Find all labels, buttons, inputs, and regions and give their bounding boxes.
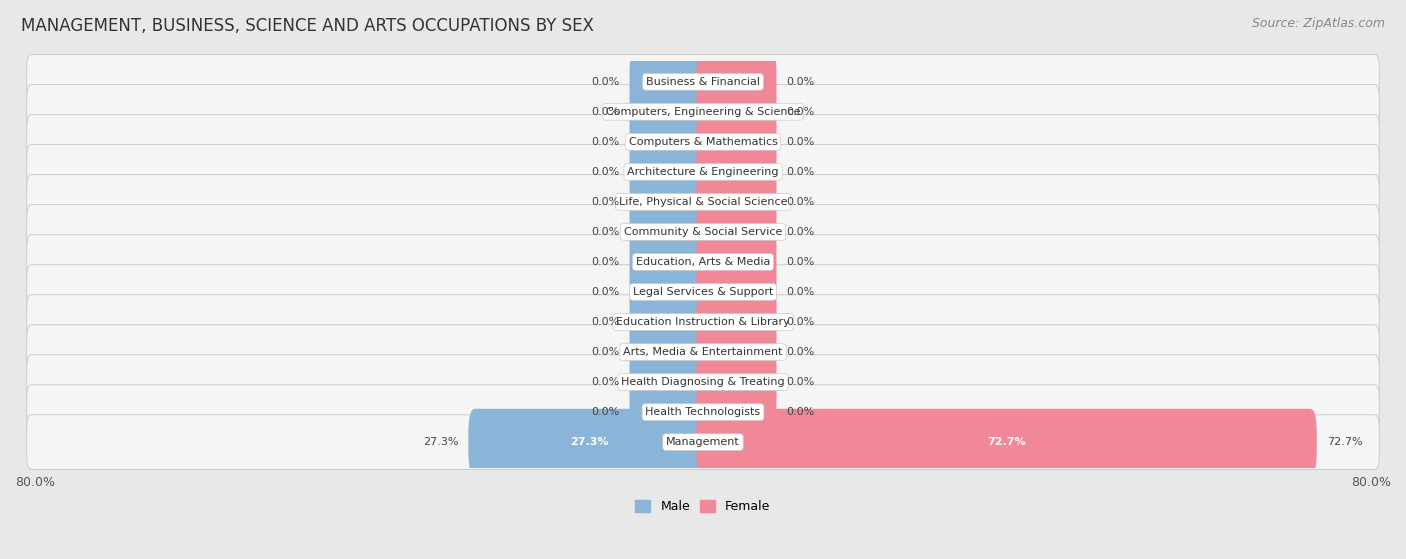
- FancyBboxPatch shape: [27, 54, 1379, 109]
- FancyBboxPatch shape: [630, 259, 710, 325]
- FancyBboxPatch shape: [630, 78, 710, 145]
- Text: 0.0%: 0.0%: [592, 137, 620, 147]
- FancyBboxPatch shape: [696, 379, 776, 446]
- Text: 0.0%: 0.0%: [592, 167, 620, 177]
- Text: Health Technologists: Health Technologists: [645, 407, 761, 417]
- Text: 0.0%: 0.0%: [786, 107, 814, 117]
- FancyBboxPatch shape: [630, 139, 710, 205]
- Text: 0.0%: 0.0%: [592, 317, 620, 327]
- FancyBboxPatch shape: [630, 108, 710, 175]
- Text: Education, Arts & Media: Education, Arts & Media: [636, 257, 770, 267]
- Text: Computers & Mathematics: Computers & Mathematics: [628, 137, 778, 147]
- Text: 27.3%: 27.3%: [569, 437, 609, 447]
- FancyBboxPatch shape: [630, 229, 710, 295]
- Text: 0.0%: 0.0%: [592, 407, 620, 417]
- FancyBboxPatch shape: [630, 379, 710, 446]
- Text: 0.0%: 0.0%: [786, 287, 814, 297]
- Text: 0.0%: 0.0%: [592, 347, 620, 357]
- Text: 0.0%: 0.0%: [592, 377, 620, 387]
- Text: 0.0%: 0.0%: [786, 347, 814, 357]
- Text: 0.0%: 0.0%: [592, 287, 620, 297]
- FancyBboxPatch shape: [27, 325, 1379, 380]
- Text: Life, Physical & Social Science: Life, Physical & Social Science: [619, 197, 787, 207]
- Text: 0.0%: 0.0%: [786, 137, 814, 147]
- Text: Management: Management: [666, 437, 740, 447]
- FancyBboxPatch shape: [630, 288, 710, 356]
- Text: Business & Financial: Business & Financial: [645, 77, 761, 87]
- FancyBboxPatch shape: [27, 84, 1379, 139]
- FancyBboxPatch shape: [630, 198, 710, 266]
- Text: MANAGEMENT, BUSINESS, SCIENCE AND ARTS OCCUPATIONS BY SEX: MANAGEMENT, BUSINESS, SCIENCE AND ARTS O…: [21, 17, 593, 35]
- FancyBboxPatch shape: [696, 349, 776, 415]
- Text: 0.0%: 0.0%: [592, 257, 620, 267]
- FancyBboxPatch shape: [27, 385, 1379, 439]
- Text: Arts, Media & Entertainment: Arts, Media & Entertainment: [623, 347, 783, 357]
- FancyBboxPatch shape: [27, 355, 1379, 409]
- Text: Architecture & Engineering: Architecture & Engineering: [627, 167, 779, 177]
- Text: 0.0%: 0.0%: [786, 257, 814, 267]
- FancyBboxPatch shape: [630, 349, 710, 415]
- FancyBboxPatch shape: [27, 295, 1379, 349]
- FancyBboxPatch shape: [696, 288, 776, 356]
- FancyBboxPatch shape: [696, 108, 776, 175]
- FancyBboxPatch shape: [696, 198, 776, 266]
- Text: 0.0%: 0.0%: [786, 197, 814, 207]
- Text: Computers, Engineering & Science: Computers, Engineering & Science: [606, 107, 800, 117]
- Legend: Male, Female: Male, Female: [630, 495, 776, 518]
- FancyBboxPatch shape: [27, 205, 1379, 259]
- FancyBboxPatch shape: [27, 264, 1379, 319]
- Text: 0.0%: 0.0%: [786, 407, 814, 417]
- FancyBboxPatch shape: [630, 319, 710, 385]
- FancyBboxPatch shape: [696, 78, 776, 145]
- Text: Health Diagnosing & Treating: Health Diagnosing & Treating: [621, 377, 785, 387]
- Text: 0.0%: 0.0%: [786, 77, 814, 87]
- FancyBboxPatch shape: [696, 49, 776, 115]
- Text: Source: ZipAtlas.com: Source: ZipAtlas.com: [1251, 17, 1385, 30]
- FancyBboxPatch shape: [696, 169, 776, 235]
- Text: 0.0%: 0.0%: [592, 107, 620, 117]
- FancyBboxPatch shape: [630, 169, 710, 235]
- FancyBboxPatch shape: [27, 174, 1379, 229]
- Text: 0.0%: 0.0%: [592, 197, 620, 207]
- FancyBboxPatch shape: [630, 49, 710, 115]
- Text: Legal Services & Support: Legal Services & Support: [633, 287, 773, 297]
- Text: 0.0%: 0.0%: [786, 227, 814, 237]
- Text: 0.0%: 0.0%: [592, 77, 620, 87]
- FancyBboxPatch shape: [696, 139, 776, 205]
- Text: Community & Social Service: Community & Social Service: [624, 227, 782, 237]
- Text: 27.3%: 27.3%: [423, 437, 458, 447]
- FancyBboxPatch shape: [27, 145, 1379, 199]
- FancyBboxPatch shape: [696, 319, 776, 385]
- Text: 72.7%: 72.7%: [987, 437, 1026, 447]
- Text: 0.0%: 0.0%: [786, 167, 814, 177]
- FancyBboxPatch shape: [696, 229, 776, 295]
- FancyBboxPatch shape: [27, 235, 1379, 290]
- Text: 0.0%: 0.0%: [592, 227, 620, 237]
- FancyBboxPatch shape: [696, 259, 776, 325]
- Text: 0.0%: 0.0%: [786, 317, 814, 327]
- FancyBboxPatch shape: [27, 115, 1379, 169]
- FancyBboxPatch shape: [27, 415, 1379, 470]
- Text: 72.7%: 72.7%: [1327, 437, 1362, 447]
- FancyBboxPatch shape: [468, 409, 710, 476]
- Text: 0.0%: 0.0%: [786, 377, 814, 387]
- Text: Education Instruction & Library: Education Instruction & Library: [616, 317, 790, 327]
- FancyBboxPatch shape: [696, 409, 1317, 476]
